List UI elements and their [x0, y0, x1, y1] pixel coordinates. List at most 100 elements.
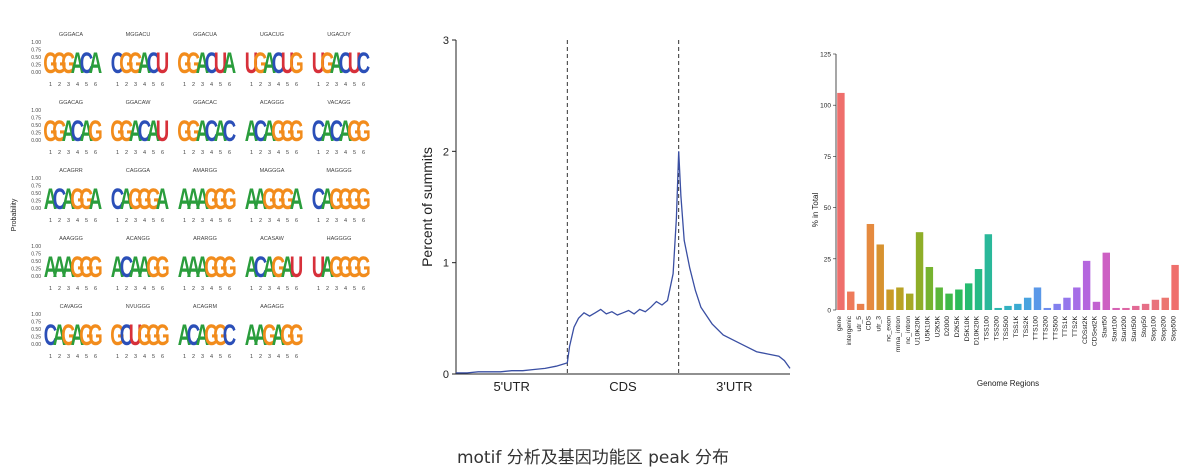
motif-position: 3	[268, 354, 271, 360]
motif-letter: G	[79, 183, 93, 217]
motif-position: 6	[228, 150, 231, 156]
genome-category-label: U5K10K	[925, 316, 932, 342]
genome-bar	[945, 293, 953, 310]
motif-letter: G	[88, 319, 102, 353]
motif-position: 5	[85, 82, 88, 88]
summit-region-label: CDS	[609, 379, 637, 394]
motif-position: 4	[143, 286, 146, 292]
motif-position: 3	[335, 150, 338, 156]
motif-letter: A	[321, 251, 334, 285]
motif-position: 5	[85, 354, 88, 360]
motif-ytick: 1.00	[31, 312, 41, 318]
motif-ytick: 1.00	[31, 176, 41, 182]
motif-letter: G	[146, 183, 160, 217]
motif-letter: A	[178, 183, 191, 217]
motif-position: 5	[219, 150, 222, 156]
motif-position: 4	[76, 82, 79, 88]
genome-xlabel: Genome Regions	[977, 379, 1039, 388]
genome-bar	[1023, 297, 1032, 310]
motif-position: 1	[317, 150, 320, 156]
motif-letter: A	[129, 251, 142, 285]
motif-position: 6	[94, 354, 97, 360]
motif-position: 2	[58, 150, 61, 156]
motif-position: 6	[94, 82, 97, 88]
motif-position: 6	[228, 354, 231, 360]
motif-ytick: 0.50	[31, 259, 41, 265]
genome-bar	[974, 269, 983, 310]
genome-category-label: TSS1K	[1013, 316, 1020, 338]
genome-bar	[994, 307, 1002, 310]
motif-letter: G	[329, 183, 343, 217]
motif-letter: G	[213, 251, 227, 285]
motif-letter: A	[89, 183, 102, 217]
motif-letter: C	[111, 47, 124, 81]
genome-category-label: TSS2K	[1023, 316, 1030, 338]
genome-category-label: Start100	[1111, 316, 1118, 342]
motif-ytick: 0.00	[31, 342, 41, 348]
motif-letter: G	[119, 47, 133, 81]
motif-letter: A	[245, 115, 258, 149]
genome-category-label: TTS500	[1052, 316, 1059, 340]
motif-position: 4	[210, 218, 213, 224]
motif-position: 6	[362, 286, 365, 292]
genome-bar	[1132, 305, 1140, 310]
genome-bar	[886, 289, 894, 310]
motif-position: 4	[210, 354, 213, 360]
motif-letter: G	[222, 251, 236, 285]
motif-letter: A	[62, 251, 75, 285]
motif-letter: G	[128, 47, 142, 81]
motif-position: 2	[58, 354, 61, 360]
genome-category-label: gene	[836, 316, 843, 331]
motif-position: 5	[219, 218, 222, 224]
motif-letter: G	[356, 183, 370, 217]
motif-letter: C	[120, 251, 133, 285]
motif-letter: C	[254, 115, 267, 149]
motif-position: 3	[201, 286, 204, 292]
genome-category-label: intergenic	[846, 315, 853, 345]
genome-bar	[1014, 303, 1022, 310]
motif-ytick: 0.25	[31, 131, 41, 137]
motif-name: MGGACU	[126, 32, 151, 38]
motif-letter: G	[79, 251, 93, 285]
motif-position: 4	[344, 150, 347, 156]
motif-letter: C	[187, 319, 200, 353]
motif-position: 4	[143, 82, 146, 88]
motif-position: 4	[76, 218, 79, 224]
motif-position: 3	[134, 286, 137, 292]
motif-name: ARARGG	[193, 236, 217, 242]
genome-ytick-label: 25	[824, 256, 832, 263]
motif-name: ACAGGG	[260, 100, 284, 106]
motif-position: 6	[161, 82, 164, 88]
genome-bar	[1053, 303, 1061, 310]
motif-letter: A	[272, 319, 285, 353]
motif-position: 5	[219, 286, 222, 292]
motif-position: 4	[76, 354, 79, 360]
motif-name: GGACAW	[126, 100, 152, 106]
genome-category-label: D2K5K	[954, 316, 961, 338]
motif-position: 5	[286, 218, 289, 224]
motif-position: 6	[161, 218, 164, 224]
genome-category-label: nc_intron	[905, 316, 912, 344]
motif-position: 3	[268, 218, 271, 224]
motif-position: 1	[49, 354, 52, 360]
motif-letter: A	[120, 183, 133, 217]
genome-category-label: Stop50	[1141, 316, 1148, 338]
figure-caption: motif 分析及基因功能区 peak 分布	[456, 448, 730, 468]
motif-letter: A	[129, 115, 142, 149]
summit-ylabel: Percent of summits	[419, 147, 435, 267]
motif-letter: C	[357, 47, 370, 81]
motif-letter: A	[196, 47, 209, 81]
genome-bar	[1102, 252, 1110, 310]
motif-position: 6	[161, 354, 164, 360]
genome-category-label: Start200	[1121, 316, 1128, 342]
motif-position: 4	[277, 82, 280, 88]
motif-letter: G	[146, 319, 160, 353]
motif-letter: G	[271, 183, 285, 217]
motif-logo: GGACUA GGACUA 1 2 3 4 5 6	[177, 32, 236, 88]
motif-letter: A	[53, 319, 66, 353]
